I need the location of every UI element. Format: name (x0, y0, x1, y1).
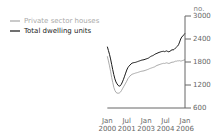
svg-text:1200: 1200 (193, 81, 207, 89)
svg-text:Jan2006: Jan2006 (176, 117, 194, 132)
svg-text:3000: 3000 (193, 12, 207, 20)
svg-text:Jan2000: Jan2000 (98, 117, 116, 132)
svg-text:1800: 1800 (193, 58, 207, 66)
svg-text:600: 600 (193, 104, 206, 112)
html-text:Private sector houses: Private sector houses (24, 16, 100, 25)
svg-text:no.: no. (194, 5, 205, 13)
html-text:Total dwelling units: Total dwelling units (24, 26, 92, 35)
svg-text:2400: 2400 (193, 35, 207, 43)
svg-text:Jul2001: Jul2001 (118, 117, 136, 132)
svg-text:Jan2003: Jan2003 (137, 117, 155, 132)
svg-text:Jul2004: Jul2004 (157, 117, 175, 132)
